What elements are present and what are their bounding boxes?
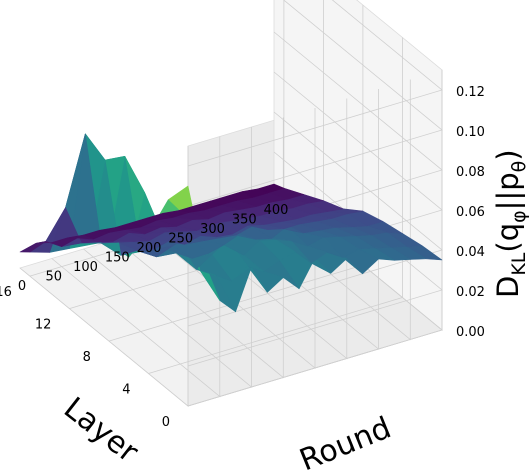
y-tick-label: 0 (18, 279, 26, 294)
grid-line-z (187, 151, 443, 367)
z-tick-label: 0.06 (456, 205, 485, 220)
z-label-mid: ||p (491, 172, 525, 210)
z-tick-label: 0.02 (456, 285, 485, 300)
x-axis-label: Layer (57, 391, 145, 470)
z-tick-label: 0.04 (456, 245, 485, 260)
surface-mesh (19, 133, 443, 313)
x-tick-labels: 0 4 8 12 16 (0, 285, 170, 430)
z-label-sub-kl: KL (508, 252, 530, 275)
x-tick-label: 12 (35, 318, 52, 333)
y-tick-label: 50 (46, 270, 63, 285)
surface-cell (19, 241, 47, 253)
y-tick-label: 250 (168, 232, 193, 247)
z-tick-label: 0.00 (456, 325, 485, 340)
y-tick-label: 100 (73, 260, 98, 275)
z-label-sub-theta: θ (508, 161, 530, 173)
y-axis-label: Round (295, 410, 396, 476)
z-label-close: ) (491, 149, 525, 160)
z-tick-label: 0.12 (456, 85, 485, 100)
y-tick-label: 350 (232, 213, 257, 228)
z-label-main: D (491, 276, 525, 298)
z-tick-label: 0.10 (456, 125, 485, 140)
y-tick-label: 150 (105, 251, 130, 266)
y-tick-label: 200 (137, 241, 162, 256)
y-tick-label: 400 (264, 203, 289, 218)
z-axis-label: DKL(qφ||pθ) (491, 149, 530, 298)
z-label-open: (q (491, 223, 525, 253)
grid-line-z (187, 0, 443, 167)
x-tick-label: 8 (83, 350, 91, 365)
grid-line-z (187, 111, 443, 327)
z-tick-labels: 0.00 0.02 0.04 0.06 0.08 0.10 0.12 (456, 85, 485, 340)
z-tick-label: 0.08 (456, 165, 485, 180)
x-tick-label: 4 (122, 383, 130, 398)
x-tick-label: 16 (0, 285, 12, 300)
z-label-sub-phi: φ (508, 210, 530, 223)
y-tick-labels: 0 50 100 150 200 250 300 350 400 (18, 203, 289, 294)
x-tick-label: 0 (162, 415, 170, 430)
grid-line-z (187, 0, 443, 207)
y-tick-label: 300 (200, 222, 225, 237)
